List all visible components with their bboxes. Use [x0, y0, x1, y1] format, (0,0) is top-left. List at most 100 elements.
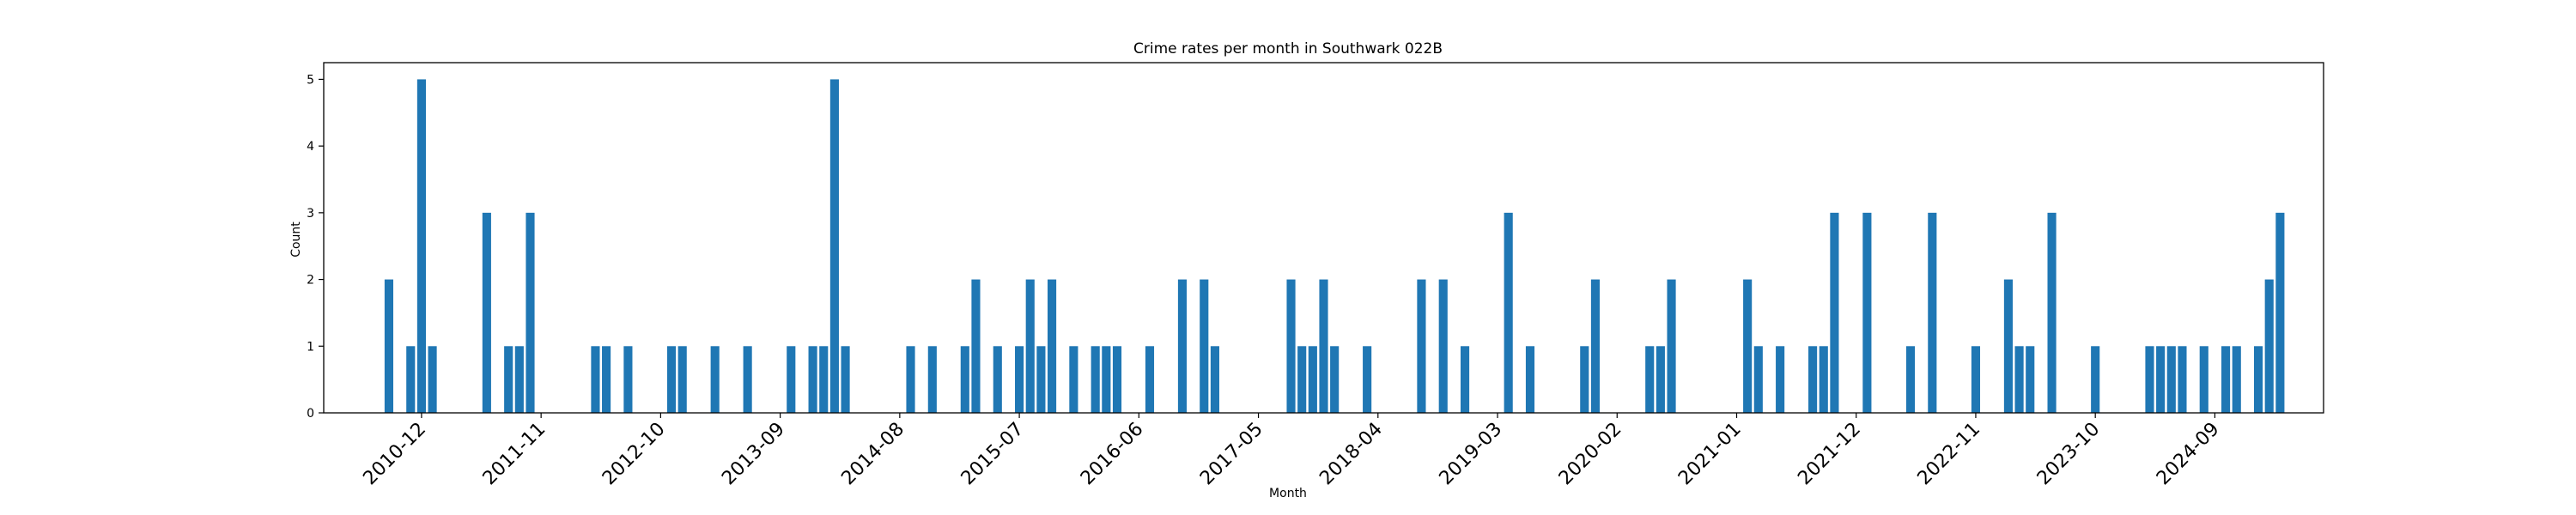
bar-2018-08	[1417, 279, 1426, 413]
bar-2013-12	[808, 346, 817, 413]
bar-2016-12	[1200, 279, 1209, 413]
bar-2015-03	[971, 279, 981, 413]
x-tick-label: 2016-06	[1077, 419, 1148, 490]
x-tick-label: 2021-01	[1674, 419, 1746, 490]
x-tick-label: 2022-11	[1914, 419, 1985, 490]
bar-2025-03	[2275, 212, 2285, 413]
bar-2022-11	[1971, 346, 1981, 413]
y-tick-label: 0	[307, 407, 314, 421]
bar-2017-09	[1297, 346, 1307, 413]
bar-2015-09	[1036, 346, 1046, 413]
bar-2011-01	[428, 346, 437, 413]
y-ticks-group: 0 1 2 3 4 5	[307, 73, 324, 421]
bar-2017-01	[1210, 346, 1219, 413]
bar-2017-10	[1308, 346, 1317, 413]
bar-2021-03	[1753, 346, 1763, 413]
bar-2018-12	[1460, 346, 1470, 413]
bar-2013-06	[743, 346, 752, 413]
x-tick-label: 2012-10	[598, 419, 670, 490]
bar-2012-12	[677, 346, 687, 413]
bars-group	[384, 79, 2285, 414]
bar-2011-08	[504, 346, 513, 413]
bar-2016-10	[1177, 279, 1188, 413]
bar-2019-04	[1504, 212, 1513, 413]
bar-2010-12	[416, 79, 426, 414]
x-tick-label: 2019-03	[1436, 419, 1507, 490]
x-tick-label: 2013-09	[718, 419, 789, 490]
x-tick-label: 2024-09	[2153, 419, 2224, 490]
bar-2013-10	[787, 346, 796, 413]
y-tick-label: 5	[307, 73, 314, 87]
y-axis-label: Count	[289, 221, 303, 258]
bar-2024-04	[2156, 346, 2166, 413]
bar-2023-06	[2047, 212, 2057, 413]
bar-2014-01	[819, 346, 829, 413]
bar-2024-10	[2221, 346, 2231, 413]
bar-2017-12	[1330, 346, 1340, 413]
bar-2024-08	[2199, 346, 2208, 413]
bar-2023-04	[2026, 346, 2035, 413]
bar-2014-02	[829, 79, 839, 414]
x-tick-label: 2010-12	[359, 419, 430, 490]
bar-2014-03	[841, 346, 850, 413]
bar-2012-04	[591, 346, 600, 413]
bar-2019-06	[1525, 346, 1535, 413]
bar-2021-10	[1830, 212, 1839, 413]
y-tick-label: 1	[307, 340, 314, 354]
x-tick-label: 2023-10	[2033, 419, 2105, 490]
bar-2023-02	[2003, 279, 2013, 413]
bar-2011-09	[514, 346, 524, 413]
bar-2025-01	[2253, 346, 2263, 413]
bar-2016-03	[1102, 346, 1111, 413]
bar-2022-07	[1928, 212, 1937, 413]
bar-2020-05	[1645, 346, 1655, 413]
bar-2015-07	[1015, 346, 1024, 413]
bar-2012-05	[602, 346, 611, 413]
bar-2020-07	[1667, 279, 1676, 413]
plot-frame	[323, 62, 2324, 414]
x-tick-label: 2021-12	[1794, 419, 1865, 490]
bar-2015-12	[1069, 346, 1078, 413]
x-tick-label: 2014-08	[837, 419, 908, 490]
x-axis-label: Month	[1269, 487, 1307, 500]
y-tick-label: 3	[307, 207, 314, 221]
bar-2013-03	[710, 346, 720, 413]
bar-2014-09	[906, 346, 915, 413]
bar-2015-10	[1048, 279, 1057, 413]
bar-2023-03	[2014, 346, 2024, 413]
bar-2019-11	[1580, 346, 1589, 413]
x-tick-label: 2018-04	[1315, 419, 1387, 490]
bar-2015-02	[960, 346, 969, 413]
bar-2024-11	[2232, 346, 2241, 413]
bar-2012-07	[623, 346, 633, 413]
bar-2017-11	[1319, 279, 1328, 413]
bar-2018-03	[1363, 346, 1372, 413]
x-tick-label: 2020-02	[1555, 419, 1626, 490]
bar-2016-07	[1145, 346, 1155, 413]
bar-2012-11	[666, 346, 677, 413]
bar-2015-05	[993, 346, 1002, 413]
bar-2023-10	[2091, 346, 2100, 413]
x-tick-label: 2015-07	[957, 419, 1029, 490]
x-tick-label: 2017-05	[1196, 419, 1267, 490]
bar-2011-06	[482, 212, 491, 413]
bar-2018-10	[1438, 279, 1448, 413]
bar-2021-09	[1819, 346, 1828, 413]
y-tick-label: 2	[307, 274, 314, 288]
chart-title: Crime rates per month in Southwark 022B	[1133, 40, 1443, 58]
bar-2025-02	[2264, 279, 2274, 413]
y-tick-label: 4	[307, 140, 314, 154]
bar-2010-11	[406, 346, 416, 413]
bar-2017-08	[1286, 279, 1296, 413]
x-ticks-group: 2010-12 2011-11 2012-10 2013-09 2014-08 2015-…	[359, 413, 2224, 490]
bar-2020-06	[1656, 346, 1665, 413]
bar-2022-05	[1905, 346, 1916, 413]
bar-2016-04	[1112, 346, 1122, 413]
bar-2010-09	[384, 279, 394, 413]
bar-2016-02	[1091, 346, 1100, 413]
bar-2014-11	[927, 346, 937, 413]
bar-2022-01	[1862, 212, 1872, 413]
bar-2021-02	[1743, 279, 1753, 413]
